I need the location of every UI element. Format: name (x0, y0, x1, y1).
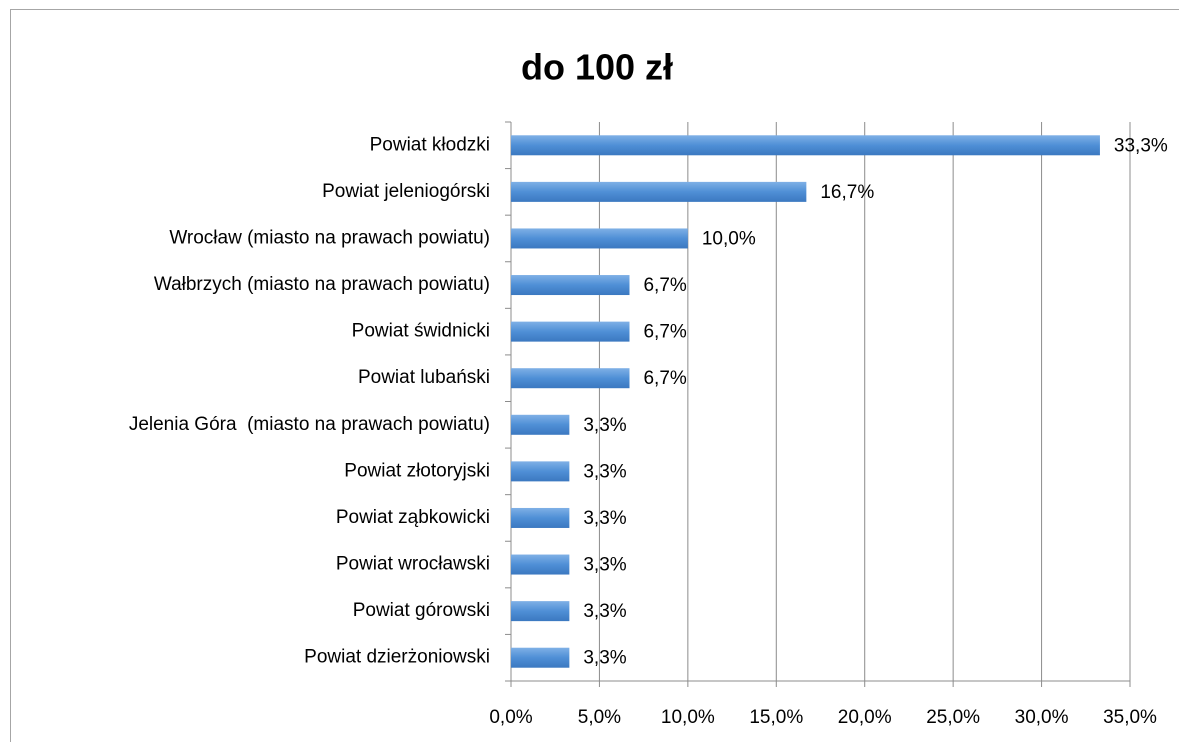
y-tick-label: Jelenia Góra (miasto na prawach powiatu) (129, 414, 490, 435)
data-label: 3,3% (583, 508, 626, 529)
y-tick-label: Powiat jeleniogórski (322, 181, 490, 202)
bar (511, 414, 570, 435)
data-label: 33,3% (1114, 135, 1168, 156)
data-label: 6,7% (643, 368, 686, 389)
bar (511, 368, 630, 389)
y-tick-label: Powiat lubański (358, 367, 490, 388)
bar (511, 507, 570, 528)
bar (511, 601, 570, 622)
x-tick-label: 10,0% (661, 707, 715, 728)
bar (511, 181, 807, 202)
data-label: 6,7% (643, 275, 686, 296)
bar (511, 461, 570, 482)
bar (511, 647, 570, 668)
y-tick-label: Powiat wrocławski (336, 554, 490, 575)
bar (511, 554, 570, 575)
y-tick-label: Powiat górowski (353, 600, 490, 621)
data-label: 3,3% (583, 648, 626, 669)
y-tick-label: Wrocław (miasto na prawach powiatu) (169, 227, 490, 248)
x-tick-label: 15,0% (749, 707, 803, 728)
x-tick-label: 35,0% (1103, 707, 1157, 728)
data-label: 3,3% (583, 601, 626, 622)
x-tick-label: 25,0% (926, 707, 980, 728)
chart-border (10, 9, 1179, 742)
chart-title: do 100 zł (521, 47, 673, 88)
x-tick-label: 20,0% (838, 707, 892, 728)
bar (511, 275, 630, 296)
y-tick-label: Powiat dzierżoniowski (304, 647, 490, 668)
y-tick-label: Powiat złotoryjski (344, 460, 490, 481)
data-label: 3,3% (583, 461, 626, 482)
bar (511, 321, 630, 342)
data-label: 3,3% (583, 415, 626, 436)
y-tick-label: Powiat kłodzki (370, 134, 490, 155)
y-tick-label: Powiat świdnicki (352, 321, 490, 342)
data-label: 6,7% (643, 322, 686, 343)
x-tick-label: 5,0% (578, 707, 621, 728)
y-tick-label: Powiat ząbkowicki (336, 507, 490, 528)
data-label: 3,3% (583, 555, 626, 576)
x-tick-label: 0,0% (489, 707, 532, 728)
y-tick-label: Wałbrzych (miasto na prawach powiatu) (154, 274, 490, 295)
x-tick-label: 30,0% (1015, 707, 1069, 728)
data-label: 16,7% (820, 182, 874, 203)
bar (511, 135, 1100, 156)
data-label: 10,0% (702, 228, 756, 249)
bar (511, 228, 688, 249)
